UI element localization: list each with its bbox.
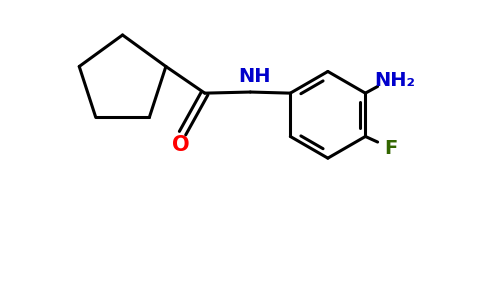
- Text: NH₂: NH₂: [374, 71, 415, 90]
- Text: NH: NH: [239, 67, 271, 86]
- Text: F: F: [384, 139, 397, 158]
- Text: O: O: [171, 135, 189, 155]
